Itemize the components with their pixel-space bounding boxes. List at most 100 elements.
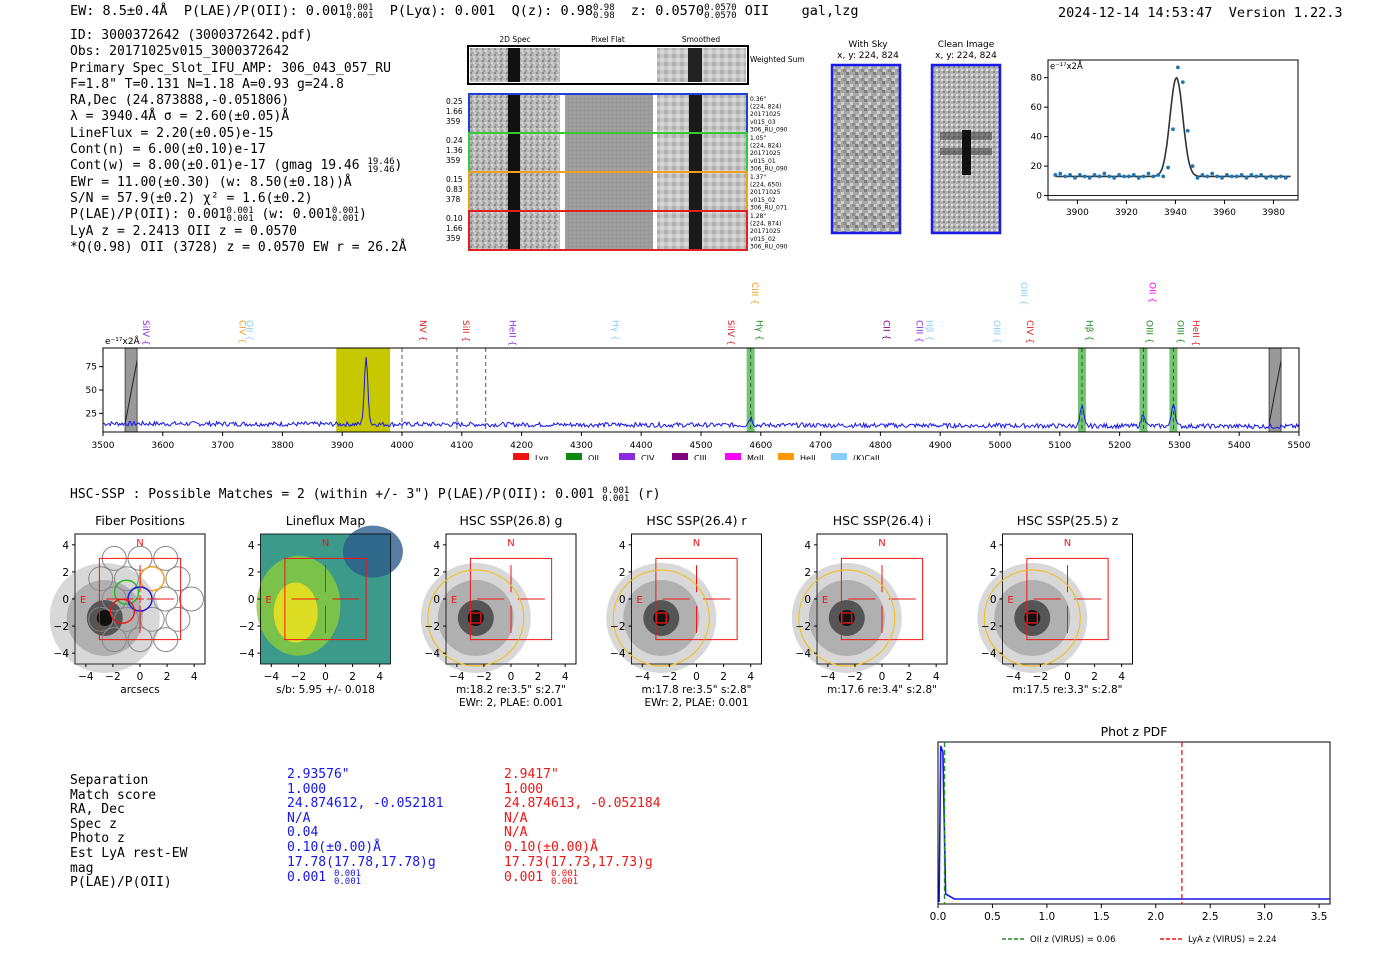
hsc-xtick-label: −2 — [291, 671, 306, 683]
spec-unit-label: e⁻¹⁷x2Å — [105, 335, 141, 347]
match-label: mag — [70, 860, 94, 876]
match-value: N/A — [504, 810, 528, 826]
hsc-ytick-label: 4 — [62, 540, 69, 552]
spec-xtick-label: 3800 — [271, 441, 294, 451]
match-value: N/A — [287, 810, 311, 826]
hsc-ytick-label: 2 — [619, 567, 626, 579]
hsc-xlabel: arcsecs — [120, 684, 159, 696]
row-right-label: 1.28" — [750, 213, 766, 220]
hsc-xtick-label: −2 — [662, 671, 677, 683]
row-smoothed-line — [689, 212, 702, 249]
spec-xtick-label: 3700 — [211, 441, 234, 451]
spec-line-label: OIII { — [1175, 320, 1185, 344]
match-value: 24.874613, -0.052184 — [504, 796, 661, 812]
spec-xtick-label: 4400 — [630, 441, 653, 451]
east-label: E — [265, 595, 271, 606]
north-label: N — [507, 538, 514, 549]
classification: gal,lzg — [801, 3, 859, 19]
plae-value: P(LAE)/P(OII): 0.001 — [183, 3, 347, 19]
search-box — [655, 557, 738, 641]
spec-line-label: Hγ { — [754, 320, 764, 341]
spec-line-label: OIII { — [1144, 320, 1154, 344]
hsc-panels: Fiber Positions + N E 4 2 0 −2 −4 −4 −2 0 2 4 arcsecs L… — [49, 513, 1133, 709]
spec-xtick-label: 4700 — [809, 441, 832, 451]
with-sky-title: With Sky — [848, 40, 888, 50]
row-right-label: 306_RU_090 — [750, 126, 788, 133]
detect-id: ID: 3000372642 (3000372642.pdf) — [70, 28, 313, 43]
spec-legend-swatch — [566, 453, 582, 460]
clean-image-xy: x, y: 224, 824 — [935, 51, 997, 61]
spec-line-label: OII { — [1147, 282, 1157, 303]
hsc-ytick-label: 4 — [990, 540, 997, 552]
north-label: N — [322, 538, 329, 549]
spec-legend-swatch — [778, 453, 794, 460]
fit-data-point — [1151, 174, 1156, 179]
clean-image-title: Clean Image — [938, 40, 995, 50]
fit-xtick-label: 3960 — [1213, 208, 1236, 218]
row-left-label: 359 — [446, 234, 461, 243]
spec-xtick-label: 3900 — [331, 441, 354, 451]
fit-data-point — [1058, 171, 1063, 176]
row-right-label: (224, 824) — [750, 143, 781, 150]
hsc-panel-title: HSC SSP(26.8) g — [460, 513, 563, 528]
row-right-label: 1.37" — [750, 174, 766, 181]
row-left-label: 359 — [446, 117, 461, 126]
hsc-ytick-label: 4 — [619, 540, 626, 552]
detect-primary: Primary Spec_Slot_IFU_AMP: 306_043_057_R… — [70, 60, 391, 76]
fit-data-point — [1107, 174, 1112, 179]
with-sky-xy: x, y: 224, 824 — [837, 51, 899, 61]
lineflux-map-core — [273, 582, 318, 643]
timestamp-version: 2024-12-14 14:53:47 Version 1.22.3 — [1058, 5, 1343, 21]
spec-xtick-label: 3600 — [151, 441, 174, 451]
row-right-label: 306_RU_090 — [750, 243, 788, 250]
summary-header: EW: 8.5±0.4Å P(LAE)/P(OII): 0.001 0.001 0.… — [70, 3, 859, 21]
fit-data-point — [1200, 173, 1205, 177]
north-label: N — [693, 538, 700, 549]
match-value: N/A — [504, 825, 528, 841]
ew-value: EW: 8.5±0.4Å — [70, 3, 168, 19]
fiber-circle — [88, 566, 114, 592]
spec-legend-swatch — [513, 453, 529, 460]
hsc-ytick-label: 2 — [804, 567, 811, 579]
match-value: 0.10(±0.00)Å — [504, 839, 598, 855]
fit-data-point — [1176, 65, 1180, 70]
detect-q: *Q(0.98) OII (3728) z = 0.0570 EW r = 26… — [70, 239, 407, 255]
hsc-panel-title: Lineflux Map — [286, 513, 366, 528]
fit-data-point — [1166, 165, 1170, 170]
fit-data-point — [1063, 174, 1068, 179]
fiber-circle — [178, 586, 204, 612]
hsc-panels-group: Fiber Positions + N E 4 2 0 −2 −4 −4 −2 0 2 4 arcsecs L… — [49, 513, 1133, 709]
hsc-xlabel: m:18.2 re:3.5" s:2.7" — [456, 684, 566, 696]
fit-xtick-label: 3900 — [1066, 208, 1089, 218]
hsc-ytick-label: 2 — [248, 567, 255, 579]
aperture-circle — [798, 569, 896, 667]
fit-data-point — [1141, 174, 1146, 179]
fit-data-point — [1264, 175, 1269, 180]
hsc-xtick-label: −4 — [264, 671, 280, 683]
hsc-xtick-label: −4 — [78, 671, 94, 683]
fit-data-point — [1131, 173, 1136, 177]
qz-value: Q(z): 0.98 — [511, 3, 593, 19]
hsc-ytick-label: −2 — [981, 621, 996, 633]
row-right-label: v015_03 — [750, 119, 776, 126]
match-label: P(LAE)/P(OII) — [70, 875, 172, 891]
row-right-label: 0.36" — [750, 96, 766, 103]
spec-xtick-label: 4800 — [869, 441, 892, 451]
photz-axes — [937, 741, 1331, 905]
counterpart-box — [470, 612, 482, 624]
with-sky-image — [830, 63, 902, 235]
spec-axes — [102, 347, 1300, 433]
fit-plot: 3900 3920 3940 3960 3980 0 20 40 60 80 e⁻¹⁷x2Å — [1031, 59, 1299, 218]
version: Version 1.22.3 — [1228, 5, 1343, 21]
clean-image-source — [962, 130, 971, 175]
fit-data-point — [1136, 175, 1141, 180]
lineflux-map-dark — [342, 525, 403, 578]
spec-gray-hatch — [1268, 360, 1282, 424]
row-frame — [468, 210, 748, 251]
weighted-2d-line — [508, 48, 520, 82]
spec-legend-label: OII — [588, 454, 599, 460]
fit-unit-label: e⁻¹⁷x2Å — [1050, 60, 1083, 72]
fit-data-point — [1112, 175, 1117, 180]
fit-data-point — [1097, 174, 1102, 179]
hsc-ytick-label: −2 — [54, 621, 69, 633]
